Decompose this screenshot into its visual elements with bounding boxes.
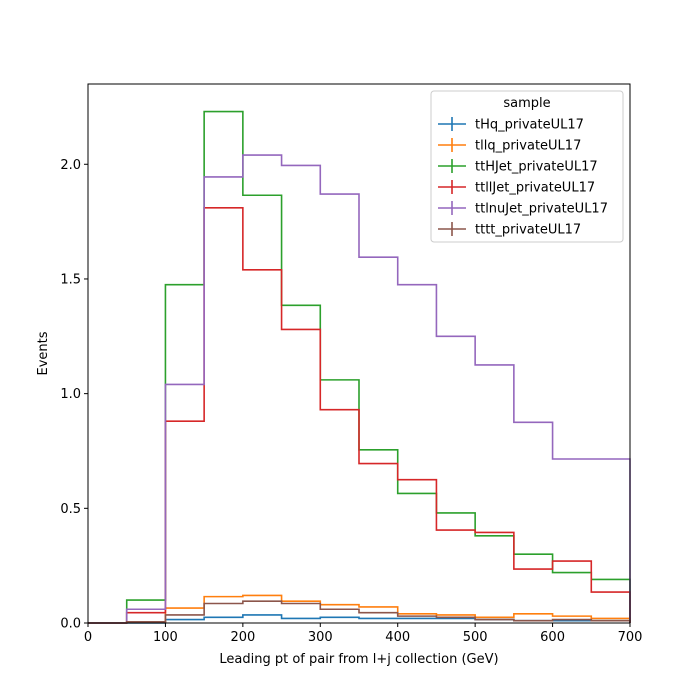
legend-label-5: tttt_privateUL17: [475, 223, 581, 238]
legend-title: sample: [503, 96, 550, 111]
series-layer: [88, 110, 631, 624]
series-line-3: [88, 207, 631, 624]
y-tick-label: 1.5: [60, 272, 81, 287]
legend-label-1: tllq_privateUL17: [475, 139, 581, 154]
x-axis: 0 100 200 300 400 500 600 700: [84, 623, 643, 645]
x-tick-label: 600: [540, 630, 565, 645]
plot-frame: [87, 83, 631, 624]
y-tick-label: 2.0: [60, 158, 81, 173]
y-axis: 0.0 0.5 1.0 1.5 2.0: [60, 158, 88, 632]
legend-box: [430, 90, 624, 243]
x-tick-label: 500: [463, 630, 488, 645]
legend-label-0: tHq_privateUL17: [475, 118, 584, 133]
y-tick-label: 1.0: [60, 387, 81, 402]
x-tick-label: 0: [84, 630, 92, 645]
legend-label-2: ttHJet_privateUL17: [475, 160, 598, 175]
legend-label-4: ttlnuJet_privateUL17: [475, 202, 608, 217]
x-tick-label: 200: [230, 630, 255, 645]
x-tick-label: 400: [385, 630, 410, 645]
series-line-1: [88, 594, 631, 624]
x-tick-label: 300: [308, 630, 333, 645]
x-axis-label: Leading pt of pair from l+j collection (…: [219, 652, 498, 667]
series-line-4: [88, 154, 631, 624]
legend-label-3: ttllJet_privateUL17: [475, 181, 595, 196]
series-line-5: [88, 600, 631, 624]
legend-items: tHq_privateUL17 tllq_privateUL17 ttHJet_pr…: [438, 117, 608, 238]
y-axis-label: Events: [36, 331, 51, 375]
x-tick-label: 700: [618, 630, 643, 645]
y-tick-label: 0.0: [60, 617, 81, 632]
x-tick-label: 100: [153, 630, 178, 645]
y-tick-label: 0.5: [60, 502, 81, 517]
legend: sample tHq_privateUL17 tllq_privateUL17tt…: [430, 90, 624, 243]
